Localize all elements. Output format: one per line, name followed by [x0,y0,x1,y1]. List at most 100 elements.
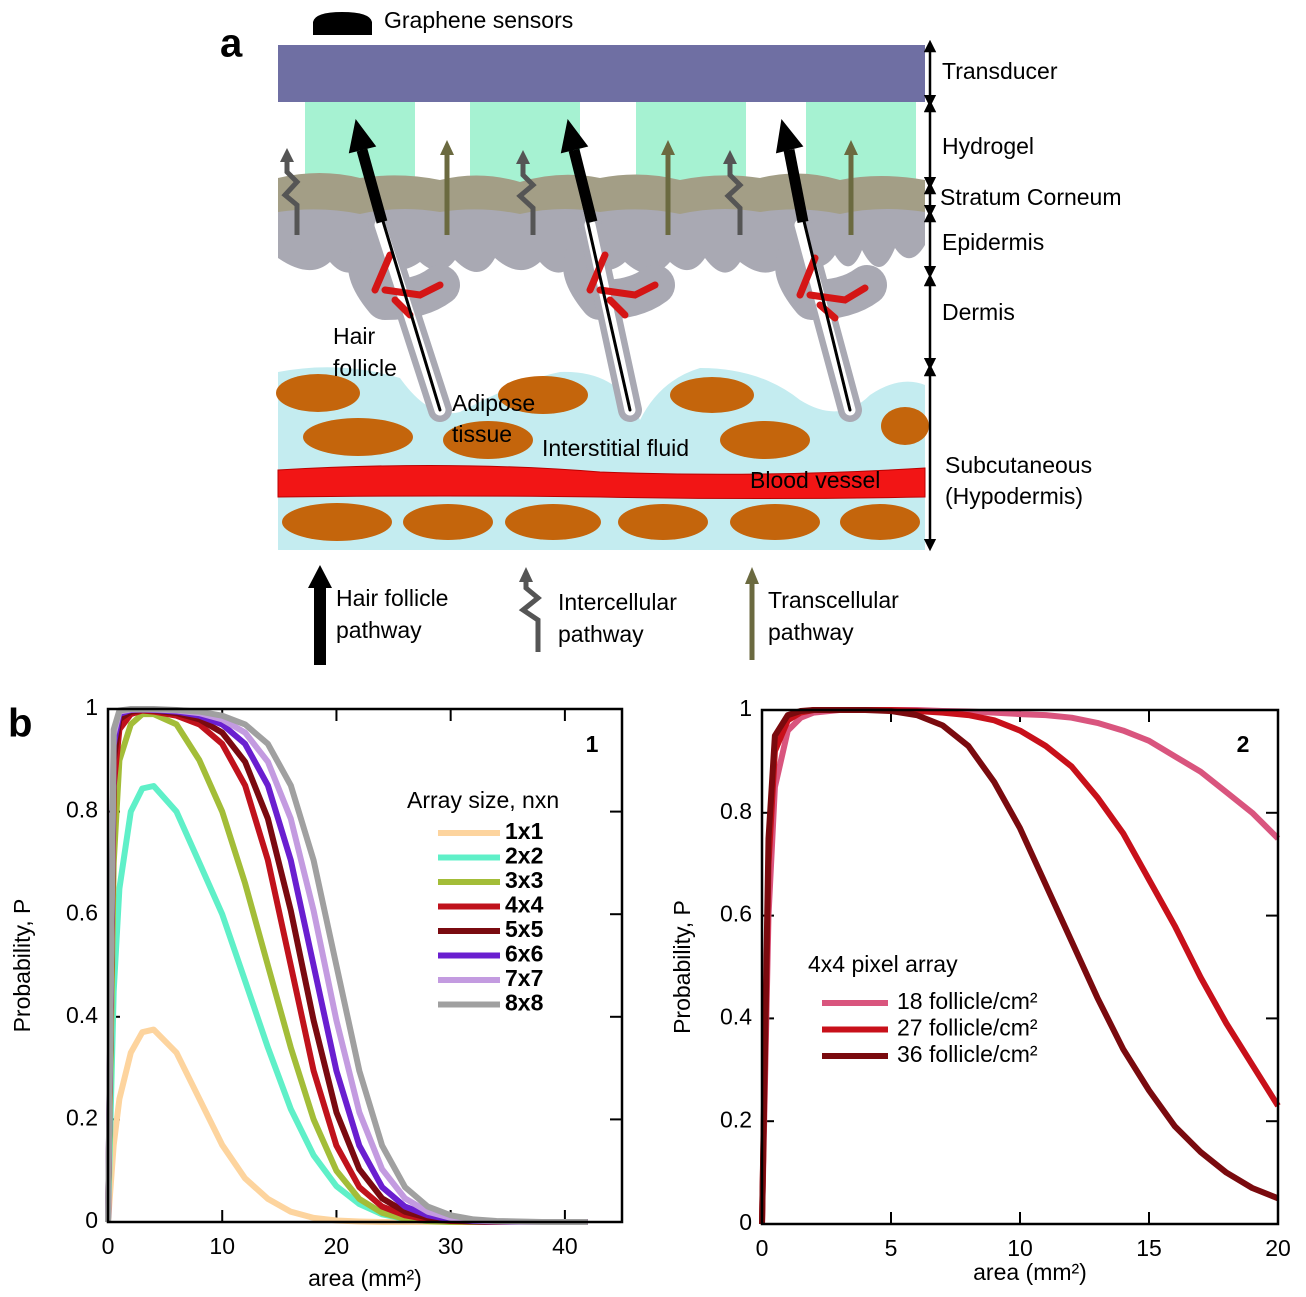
arrow-tip [775,119,804,154]
y-tick-label: 0 [85,1207,98,1233]
pathway-arrows [280,119,858,235]
layer-label: Stratum Corneum [940,184,1122,210]
follicle-arrow [356,148,388,224]
y-tick-label: 1 [85,694,98,720]
y-tick-label: 0.6 [720,901,752,927]
skin-diagram: a Graphene sensors [220,7,1122,665]
x-axis-label: area (mm²) [308,1265,422,1291]
legend-label: 7x7 [505,965,543,991]
adipose-cell [505,504,601,540]
arrow-tip [519,567,533,582]
stratum-corneum [278,173,925,214]
x-tick-label: 10 [1007,1235,1033,1261]
follicle-arrow [783,148,809,224]
layer-label: Epidermis [942,229,1044,255]
adipose-cell [443,421,533,459]
sensor-legend: Graphene sensors [384,7,573,33]
legend-label: 36 follicle/cm² [897,1041,1038,1067]
adipose-cell [276,374,360,412]
y-tick-label: 0.4 [720,1003,752,1029]
arrow-tip [745,567,759,584]
layer-label: Subcutaneous [945,452,1092,478]
y-axis-label: Probability, P [9,899,35,1033]
y-tick-label: 0.2 [720,1106,752,1132]
y-tick-label: 0.8 [66,797,98,823]
layer-label: Dermis [942,299,1015,325]
legend-label: 2x2 [505,843,543,869]
y-tick-label: 0.8 [720,798,752,824]
layer-label: Transducer [942,58,1058,84]
transcellular-arrows [444,150,854,235]
adipose-cells [276,374,929,541]
arrow-tip [560,119,589,154]
x-tick-label: 15 [1136,1235,1162,1261]
arrow-tip [348,119,377,154]
legend-label: 5x5 [505,916,544,942]
hydrogel-pad [806,102,916,182]
adipose-cell [720,421,810,459]
sensor-icon [313,12,372,35]
x-tick-label: 20 [1265,1235,1291,1261]
intercellular-arrow [516,160,537,235]
x-tick-label: 0 [756,1235,769,1261]
series-line [759,707,1280,1225]
y-tick-label: 0.6 [66,899,98,925]
adipose-cell [670,377,754,413]
y-tick-label: 0 [739,1209,752,1235]
x-tick-label: 40 [552,1233,578,1259]
legend-label: 27 follicle/cm² [897,1015,1038,1041]
arrow-tip [308,565,332,588]
plot-frame [760,708,1280,1226]
intercellular-arrows [281,158,744,235]
adipose-label: Adipose [452,390,535,416]
legend-title: 4x4 pixel array [808,951,958,977]
hair-follicles [348,133,887,422]
hydrogel [305,102,916,182]
legend-label: 1x1 [505,818,544,844]
adipose-cell [303,418,413,456]
transducer [278,45,925,102]
pathway-label: pathway [558,621,644,647]
x-tick-label: 0 [102,1233,115,1259]
adipose-cell [881,407,929,445]
panel-number: 1 [586,731,599,757]
x-tick-label: 20 [324,1233,350,1259]
layer-label: (Hypodermis) [945,483,1083,509]
x-axis-label: area (mm²) [973,1259,1087,1285]
panel-number: 2 [1237,731,1250,757]
legend-label: 3x3 [505,867,543,893]
gland [371,251,444,319]
x-tick-label: 30 [438,1233,464,1259]
y-tick-label: 1 [739,695,752,721]
blood-vessel-label: Blood vessel [750,467,880,493]
pathway-label: Hair follicle [336,585,448,611]
adipose-cell [840,504,920,540]
legend-label: 18 follicle/cm² [897,988,1038,1014]
adipose-label: tissue [452,421,512,447]
adipose-cell [403,504,493,540]
x-tick-label: 10 [209,1233,235,1259]
legend-title: Array size, nxn [407,787,559,813]
panel-label: a [220,22,243,66]
adipose-cell [498,376,588,414]
intercellular-arrow [281,158,301,235]
adipose-cell [282,503,392,541]
y-tick-label: 0.2 [66,1104,98,1130]
series-line [759,707,1281,1225]
legend-label: 4x4 [505,892,544,918]
adipose-cell [730,504,820,540]
adipose-cell [618,504,708,540]
plot-frame [106,707,624,1224]
layer-label: Hydrogel [942,133,1034,159]
y-axis-label: Probability, P [669,900,695,1034]
pathway-label: pathway [768,619,854,645]
follicle-arrow [568,148,598,224]
hair-follicle-label: Hair [333,323,376,349]
pathway-label: pathway [336,617,422,643]
panel-label: b [8,702,32,746]
pathway-label: Transcellular [768,587,899,613]
hair-follicle-label: follicle [333,355,397,381]
intercellular-arrow [724,160,744,235]
interstitial-label: Interstitial fluid [542,435,689,461]
